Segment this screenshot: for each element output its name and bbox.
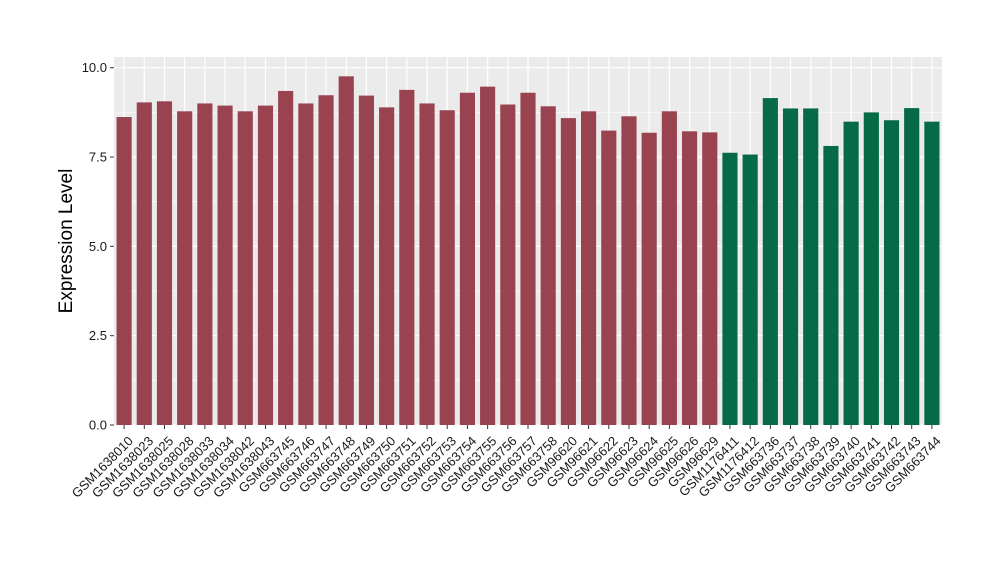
bar [177,111,193,425]
bar [843,121,859,425]
y-axis: 0.0 2.5 5.0 7.5 10.0 [82,60,114,433]
bar [702,132,718,425]
bar [863,112,879,426]
bar [379,107,395,425]
bar [883,120,900,426]
bar [480,86,496,426]
bar [681,131,698,425]
bar [803,108,819,425]
bar [257,105,274,425]
bar [904,108,920,426]
bar [762,98,778,426]
bar [459,92,475,426]
y-tick-label: 0.0 [89,418,107,433]
bar [661,111,677,425]
bars [116,76,940,426]
y-tick-label: 7.5 [89,150,107,165]
y-tick-label: 5.0 [89,239,107,254]
x-axis: GSM1638010GSM1638023GSM1638025GSM1638028… [69,425,944,501]
bar [722,152,738,425]
bar [197,103,213,426]
bar [116,117,132,425]
bar [581,111,597,425]
bar [338,76,354,425]
bar [641,132,657,425]
bar [782,108,799,425]
bar [318,95,334,425]
bar [358,95,375,425]
bar [601,130,617,425]
bar [439,110,455,425]
bar [278,90,294,426]
bar [924,121,940,425]
bar [520,92,536,426]
bar [136,102,152,425]
bar [500,104,516,426]
bar [399,89,415,425]
bar [217,105,233,425]
bar [540,106,556,425]
bar [298,103,314,426]
bar [742,154,758,426]
bar [621,116,637,425]
bar [560,118,576,425]
bar [237,111,253,425]
y-tick-label: 10.0 [82,60,107,75]
bar [823,145,839,425]
bar [419,103,435,426]
y-axis-title: Expression Level [56,169,77,314]
bar [156,101,173,425]
y-tick-label: 2.5 [89,328,107,343]
